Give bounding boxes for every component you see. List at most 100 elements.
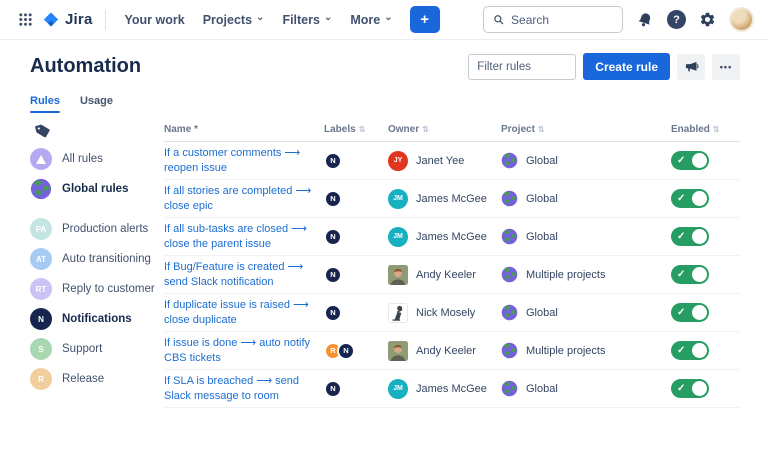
enabled-toggle[interactable]: ✓ [671,379,709,399]
enabled-toggle[interactable]: ✓ [671,151,709,171]
name-cell: If issue is done ⟶ auto notify CBS ticke… [164,336,324,365]
search-box[interactable] [483,6,623,33]
tab[interactable]: Rules [30,95,60,113]
project-name: Multiple projects [526,268,606,281]
rule-name-link[interactable]: If duplicate issue is raised ⟶ close dup… [164,299,309,326]
column-label: Enabled [671,124,710,135]
owner-name: Andy Keeler [416,268,476,281]
nav-menu-item[interactable]: Your work [116,7,194,33]
enabled-toggle[interactable]: ✓ [671,303,709,323]
project-cell: Multiple projects [501,342,671,359]
grid-icon [18,13,32,26]
globe-icon [501,342,518,359]
sidebar-item-avatar: PA [30,218,52,240]
column-label: Project [501,124,535,135]
help-icon: ? [667,10,686,29]
rule-name-link[interactable]: If a customer comments ⟶ reopen issue [164,147,301,174]
label-badge: N [324,303,342,322]
enabled-toggle[interactable]: ✓ [671,189,709,209]
project-cell: Global [501,190,671,207]
sidebar-item[interactable]: PA Production alerts [30,214,164,244]
column-header[interactable]: Labels ⇅ [324,124,388,135]
check-icon: ✓ [677,268,686,280]
sidebar-item-label: Reply to customer [62,283,155,295]
owner-cell: JM James McGee [388,378,501,399]
tab-bar: Rules Usage [30,95,740,113]
search-input[interactable] [511,12,613,27]
rule-name-link[interactable]: If Bug/Feature is created ⟶ send Slack n… [164,261,304,288]
sidebar-item[interactable]: AT Auto transitioning [30,244,164,274]
name-cell: If all sub-tasks are closed ⟶ close the … [164,222,324,251]
toggle-knob [692,305,707,321]
page-title: Automation [30,55,142,77]
notifications-button[interactable] [636,11,654,29]
rule-name-link[interactable]: If all sub-tasks are closed ⟶ close the … [164,223,307,250]
owner-cell: JY Janet Yee [388,150,501,171]
nav-menu-item[interactable]: Projects ⌄ [194,7,274,33]
nav-menu-item[interactable]: More ⌄ [341,7,401,33]
enabled-cell: ✓ [671,379,740,399]
globe-icon [30,178,52,200]
table-row: If a customer comments ⟶ reopen issue N … [164,142,740,181]
toggle-knob [692,267,707,283]
enabled-toggle[interactable]: ✓ [671,265,709,285]
sidebar-item[interactable]: RT Reply to customer [30,274,164,304]
column-label: Labels [324,124,356,135]
table-row: If duplicate issue is raised ⟶ close dup… [164,294,740,333]
sidebar-list: All rules Global rules PA Production ale… [30,144,164,394]
filter-rules-input[interactable] [468,53,577,80]
project-name: Multiple projects [526,344,606,357]
owner-avatar: JY [388,150,408,171]
rule-name-link[interactable]: If all stories are completed ⟶ close epi… [164,185,312,212]
main-nav: Your work Projects ⌄ Filters ⌄ More ⌄ [116,7,402,33]
globe-icon [501,228,518,245]
column-header[interactable]: Enabled ⇅ [671,124,740,135]
sidebar-item-label: Support [62,343,103,355]
toggle-knob [692,153,707,169]
project-name: Global [526,306,558,319]
nav-divider [104,9,106,30]
enabled-cell: ✓ [671,341,740,361]
check-icon: ✓ [677,154,686,166]
bell-icon [638,12,651,26]
sidebar-item[interactable]: S Support [30,334,164,364]
create-rule-button[interactable]: Create rule [583,53,670,80]
nav-menu-item[interactable]: Filters ⌄ [273,7,341,33]
project-cell: Global [501,304,671,321]
rule-name-link[interactable]: If SLA is breached ⟶ send Slack message … [164,375,300,402]
owner-cell: JM James McGee [388,188,501,209]
labels-cell: N [324,227,388,246]
check-icon: ✓ [677,306,686,318]
enabled-toggle[interactable]: ✓ [671,227,709,247]
sidebar-item[interactable]: R Release [30,364,164,394]
sidebar-item[interactable]: All rules [30,144,164,174]
globe-icon [501,190,518,207]
sidebar-item-label: Global rules [62,183,129,195]
labels-cell: N [324,151,388,170]
globe-icon [501,380,518,397]
enabled-cell: ✓ [671,265,740,285]
rule-name-link[interactable]: If issue is done ⟶ auto notify CBS ticke… [164,337,311,364]
jira-logo[interactable]: Jira [42,11,93,29]
column-header[interactable]: Owner ⇅ [388,124,501,135]
column-header[interactable]: Project ⇅ [501,124,671,135]
app-switcher-button[interactable] [12,7,38,33]
settings-button[interactable] [699,11,716,28]
help-button[interactable]: ? [667,10,686,29]
labels-cell: N [324,379,388,398]
announcement-button[interactable] [677,53,705,80]
more-actions-button[interactable]: ••• [712,53,740,80]
nav-item-label: More [350,12,381,27]
tab[interactable]: Usage [80,95,113,113]
globe-icon [501,304,518,321]
column-header[interactable]: Name * [164,124,324,135]
label-badge: N [324,151,342,170]
label-badge: N [324,189,342,208]
user-avatar[interactable] [729,7,754,32]
check-icon: ✓ [677,230,686,242]
sidebar-item[interactable]: Global rules [30,174,164,204]
enabled-toggle[interactable]: ✓ [671,341,709,361]
sidebar-item[interactable]: N Notifications [30,304,164,334]
chevron-down-icon: ⌄ [256,11,265,23]
create-button[interactable]: + [409,6,440,33]
